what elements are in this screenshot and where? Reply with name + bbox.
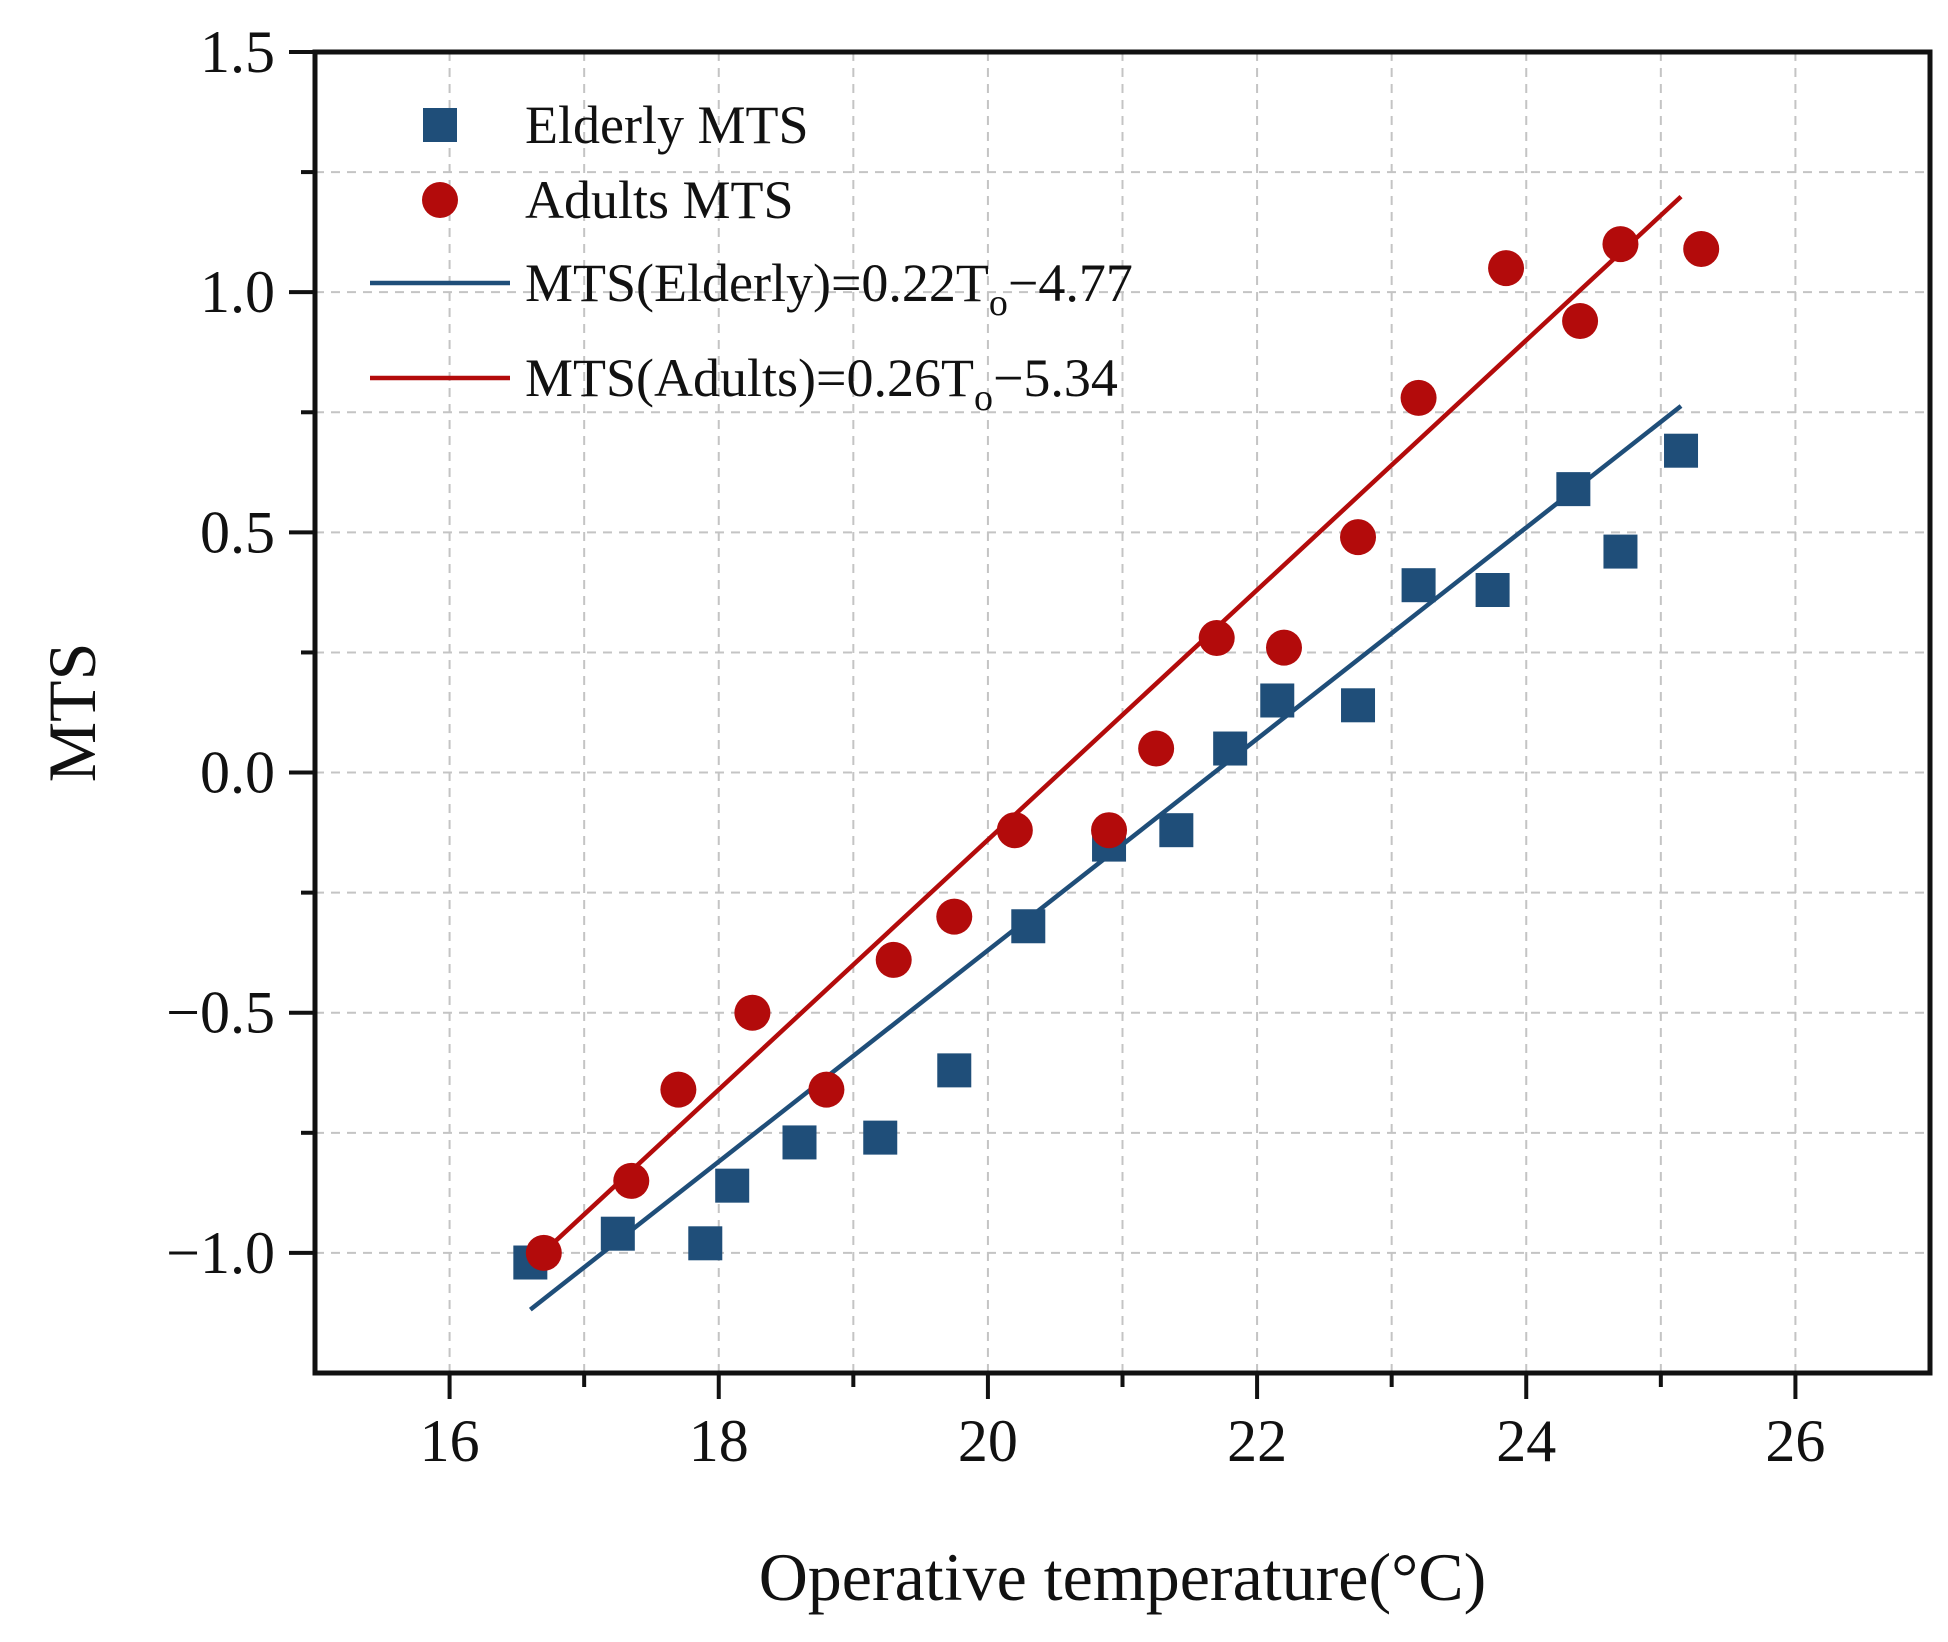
data-point-circle — [936, 898, 973, 935]
y-tick-label: −1.0 — [166, 1220, 275, 1286]
legend-item: Elderly MTS — [423, 95, 808, 155]
legend-item: MTS(Elderly)=0.22To−4.77 — [370, 253, 1133, 324]
y-axis-title: MTS — [34, 643, 110, 783]
scatter-series — [513, 433, 1699, 1280]
scatter-series — [525, 226, 1720, 1271]
data-point-square — [1260, 683, 1295, 718]
legend-item: Adults MTS — [422, 170, 794, 230]
legend-label: Adults MTS — [525, 170, 794, 230]
data-point-square — [1213, 731, 1248, 766]
data-point-square — [1341, 688, 1376, 723]
x-tick-label: 16 — [420, 1408, 480, 1474]
data-point-square — [937, 1053, 972, 1088]
y-tick-label: −0.5 — [166, 980, 275, 1046]
axis-layer: 16 18 20 22 24 26 −1.0 −0.5 0.0 0.5 1.0 1.5 — [166, 19, 1933, 1474]
data-point-circle — [996, 812, 1033, 849]
data-point-square — [1475, 573, 1510, 608]
fit-line — [542, 194, 1683, 1254]
legend: Elderly MTS Adults MTS MTS(Elderly)=0.22To… — [370, 95, 1133, 419]
data-point-square — [715, 1168, 750, 1203]
data-point-square — [600, 1216, 635, 1251]
x-tick-label: 22 — [1227, 1408, 1287, 1474]
series-group — [542, 194, 1683, 1254]
data-point-square — [688, 1226, 723, 1261]
data-point-circle — [1198, 620, 1235, 657]
data-point-square — [1159, 813, 1194, 848]
legend-marker-circle — [422, 182, 458, 218]
data-point-circle — [1266, 629, 1302, 666]
x-tick-label: 18 — [689, 1408, 749, 1474]
data-point-circle — [1562, 303, 1599, 340]
x-axis-title: Operative temperature(°C) — [759, 1539, 1487, 1615]
data-point-circle — [525, 1234, 562, 1271]
data-point-circle — [808, 1071, 845, 1108]
y-tick-label: 0.5 — [200, 499, 275, 565]
y-tick-label: 1.5 — [200, 19, 275, 85]
data-point-circle — [1602, 226, 1639, 263]
legend-label: MTS(Adults)=0.26To−5.34 — [525, 348, 1118, 419]
data-point-square — [1664, 433, 1699, 468]
grid-layer — [315, 52, 1930, 1373]
data-point-circle — [613, 1162, 650, 1199]
y-tick-label: 1.0 — [200, 259, 275, 325]
data-point-square — [1556, 472, 1591, 507]
data-point-circle — [1488, 250, 1525, 287]
data-point-circle — [875, 941, 912, 978]
data-point-circle — [1138, 730, 1175, 767]
data-point-circle — [1683, 230, 1720, 267]
data-point-circle — [734, 994, 771, 1031]
data-point-square — [863, 1120, 898, 1155]
data-point-square — [1603, 534, 1638, 569]
legend-marker-square — [423, 108, 457, 142]
y-tick-label: 0.0 — [200, 740, 275, 806]
data-point-square — [1011, 909, 1046, 944]
data-point-square — [1401, 568, 1436, 603]
x-tick-label: 26 — [1765, 1408, 1825, 1474]
series-layer — [513, 194, 1720, 1312]
legend-item: MTS(Adults)=0.26To−5.34 — [370, 348, 1118, 419]
data-point-circle — [1400, 379, 1437, 416]
data-point-circle — [1340, 519, 1377, 556]
x-tick-label: 24 — [1496, 1408, 1556, 1474]
data-point-circle — [660, 1071, 697, 1108]
data-point-square — [782, 1125, 817, 1160]
legend-label: Elderly MTS — [525, 95, 808, 155]
x-tick-label: 20 — [958, 1408, 1018, 1474]
legend-label: MTS(Elderly)=0.22To−4.77 — [525, 253, 1133, 324]
data-point-circle — [1091, 812, 1128, 849]
